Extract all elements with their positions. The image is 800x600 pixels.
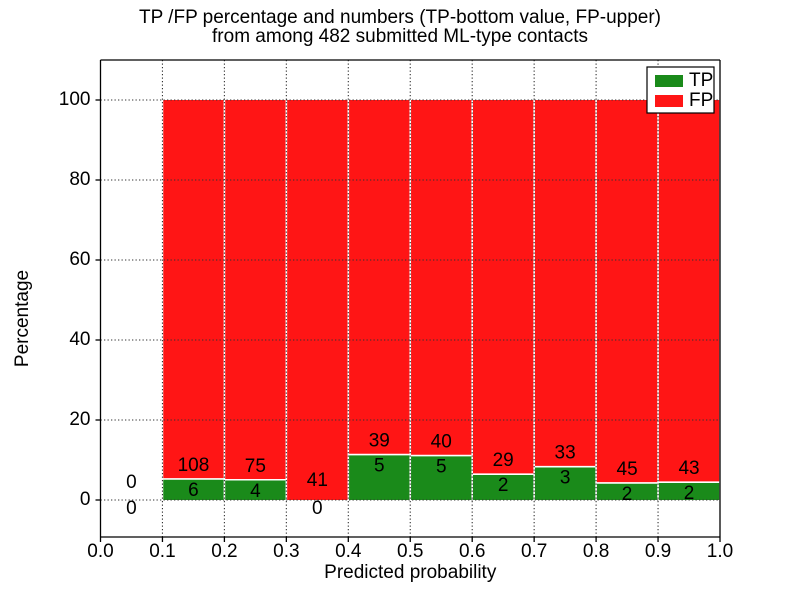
- svg-text:from among 482 submitted ML-ty: from among 482 submitted ML-type contact…: [212, 26, 588, 47]
- svg-text:Percentage: Percentage: [12, 270, 33, 367]
- svg-text:0.0: 0.0: [87, 541, 113, 562]
- svg-text:0.5: 0.5: [397, 541, 423, 562]
- svg-text:108: 108: [178, 455, 210, 476]
- svg-text:2: 2: [498, 475, 509, 496]
- svg-text:6: 6: [188, 480, 199, 501]
- svg-text:3: 3: [560, 468, 571, 489]
- svg-text:43: 43: [678, 458, 699, 479]
- svg-text:0: 0: [80, 489, 91, 510]
- svg-text:75: 75: [245, 456, 266, 477]
- svg-text:0: 0: [126, 498, 137, 519]
- svg-text:100: 100: [59, 89, 91, 110]
- svg-text:29: 29: [493, 450, 514, 471]
- svg-text:Predicted probability: Predicted probability: [324, 562, 497, 583]
- svg-text:39: 39: [369, 431, 390, 452]
- svg-text:20: 20: [69, 409, 90, 430]
- svg-text:0.9: 0.9: [645, 541, 671, 562]
- svg-text:TP: TP: [689, 70, 713, 91]
- svg-text:33: 33: [555, 443, 576, 464]
- svg-text:0.1: 0.1: [149, 541, 175, 562]
- svg-text:2: 2: [684, 483, 695, 504]
- svg-text:0.3: 0.3: [273, 541, 299, 562]
- svg-text:0.7: 0.7: [521, 541, 547, 562]
- svg-text:2: 2: [622, 484, 633, 505]
- svg-text:TP /FP percentage and numbers: TP /FP percentage and numbers (TP-bottom…: [139, 7, 661, 28]
- svg-text:5: 5: [374, 456, 385, 477]
- svg-text:40: 40: [431, 432, 452, 453]
- svg-text:0.8: 0.8: [583, 541, 609, 562]
- svg-text:40: 40: [69, 329, 90, 350]
- svg-text:0.2: 0.2: [211, 541, 237, 562]
- svg-text:0: 0: [126, 472, 137, 493]
- svg-text:1.0: 1.0: [707, 541, 733, 562]
- svg-text:0.4: 0.4: [335, 541, 362, 562]
- svg-text:FP: FP: [689, 90, 713, 111]
- svg-text:45: 45: [617, 459, 638, 480]
- svg-text:4: 4: [250, 481, 261, 502]
- svg-text:80: 80: [69, 169, 90, 190]
- svg-text:0.6: 0.6: [459, 541, 485, 562]
- svg-text:0: 0: [312, 498, 323, 519]
- svg-text:5: 5: [436, 457, 447, 478]
- svg-text:60: 60: [69, 249, 90, 270]
- svg-text:41: 41: [307, 470, 328, 491]
